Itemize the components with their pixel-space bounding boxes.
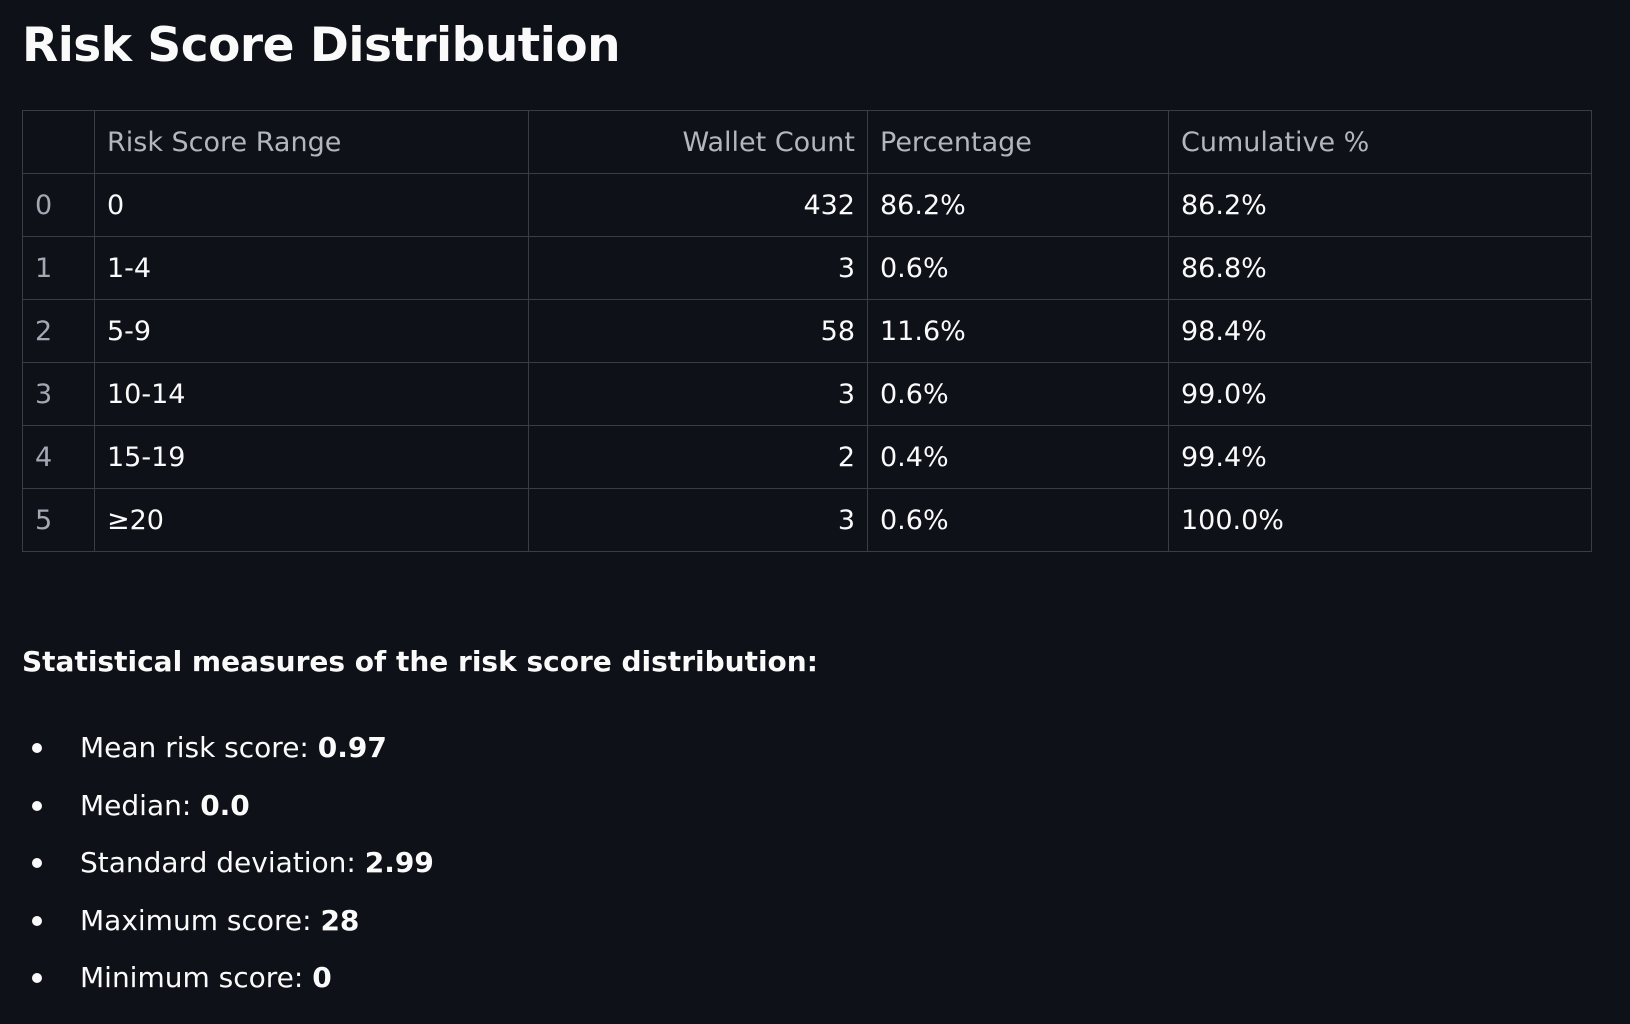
wallet-count-cell: 432 bbox=[528, 173, 868, 237]
list-item: Standard deviation: 2.99 bbox=[22, 843, 434, 901]
risk-score-range-cell: 0 bbox=[94, 173, 529, 237]
bullet-icon bbox=[32, 858, 42, 868]
stat-value: 2.99 bbox=[364, 846, 434, 879]
stat-label: Standard deviation: bbox=[80, 846, 365, 879]
table-row: 2 5-9 58 11.6% 98.4% bbox=[22, 299, 1592, 363]
cumulative-cell: 99.0% bbox=[1168, 362, 1592, 426]
wallet-count-cell: 2 bbox=[528, 425, 868, 489]
row-index-cell: 3 bbox=[22, 362, 95, 426]
stat-value: 0.0 bbox=[200, 788, 250, 822]
table-row: 0 0 432 86.2% 86.2% bbox=[22, 173, 1592, 237]
risk-score-range-cell: 5-9 bbox=[94, 299, 529, 363]
column-header-index[interactable] bbox=[22, 110, 95, 174]
cumulative-cell: 99.4% bbox=[1168, 425, 1592, 489]
list-item: Maximum score: 28 bbox=[22, 901, 434, 959]
row-index-cell: 5 bbox=[22, 488, 95, 552]
column-header-percentage[interactable]: Percentage bbox=[867, 110, 1169, 174]
stat-label: Minimum score: bbox=[80, 961, 313, 994]
bullet-icon bbox=[32, 800, 42, 811]
bullet-icon bbox=[32, 915, 42, 926]
table-row: 5 ≥20 3 0.6% 100.0% bbox=[22, 488, 1592, 552]
stat-label: Mean risk score: bbox=[80, 731, 318, 764]
table-row: 1 1-4 3 0.6% 86.8% bbox=[22, 236, 1592, 300]
wallet-count-cell: 58 bbox=[528, 299, 868, 363]
cumulative-cell: 100.0% bbox=[1168, 488, 1592, 552]
stats-heading: Statistical measures of the risk score d… bbox=[22, 645, 818, 678]
cumulative-cell: 98.4% bbox=[1168, 299, 1592, 363]
stat-label: Maximum score: bbox=[80, 903, 321, 937]
percentage-cell: 11.6% bbox=[867, 299, 1169, 363]
bullet-icon bbox=[32, 743, 42, 753]
risk-score-range-cell: 15-19 bbox=[94, 425, 529, 489]
percentage-cell: 0.4% bbox=[867, 425, 1169, 489]
risk-score-range-cell: 1-4 bbox=[94, 236, 529, 300]
wallet-count-cell: 3 bbox=[528, 362, 868, 426]
list-item: Minimum score: 0 bbox=[22, 958, 434, 1016]
risk-score-range-cell: ≥20 bbox=[94, 488, 529, 552]
stat-value: 0.97 bbox=[317, 731, 387, 764]
stat-label: Median: bbox=[80, 788, 201, 822]
stat-value: 28 bbox=[320, 903, 360, 937]
table-row: 4 15-19 2 0.4% 99.4% bbox=[22, 425, 1592, 489]
wallet-count-cell: 3 bbox=[528, 488, 868, 552]
wallet-count-cell: 3 bbox=[528, 236, 868, 300]
stat-value: 0 bbox=[312, 961, 332, 994]
column-header-risk-score-range[interactable]: Risk Score Range bbox=[94, 110, 529, 174]
row-index-cell: 1 bbox=[22, 236, 95, 300]
percentage-cell: 86.2% bbox=[867, 173, 1169, 237]
bullet-icon bbox=[32, 973, 42, 983]
table-header-row: Risk Score Range Wallet Count Percentage… bbox=[22, 110, 1592, 174]
column-header-wallet-count[interactable]: Wallet Count bbox=[528, 110, 868, 174]
page-title: Risk Score Distribution bbox=[22, 18, 621, 73]
row-index-cell: 0 bbox=[22, 173, 95, 237]
table-row: 3 10-14 3 0.6% 99.0% bbox=[22, 362, 1592, 426]
percentage-cell: 0.6% bbox=[867, 362, 1169, 426]
cumulative-cell: 86.2% bbox=[1168, 173, 1592, 237]
percentage-cell: 0.6% bbox=[867, 236, 1169, 300]
data-table: Risk Score Range Wallet Count Percentage… bbox=[22, 110, 1592, 552]
list-item: Median: 0.0 bbox=[22, 786, 434, 844]
cumulative-cell: 86.8% bbox=[1168, 236, 1592, 300]
percentage-cell: 0.6% bbox=[867, 488, 1169, 552]
risk-score-range-cell: 10-14 bbox=[94, 362, 529, 426]
column-header-cumulative[interactable]: Cumulative % bbox=[1168, 110, 1592, 174]
risk-score-table: Risk Score Range Wallet Count Percentage… bbox=[22, 110, 1592, 552]
stats-list: Mean risk score: 0.97 Median: 0.0 Standa… bbox=[22, 728, 434, 1016]
list-item: Mean risk score: 0.97 bbox=[22, 728, 434, 786]
row-index-cell: 2 bbox=[22, 299, 95, 363]
row-index-cell: 4 bbox=[22, 425, 95, 489]
